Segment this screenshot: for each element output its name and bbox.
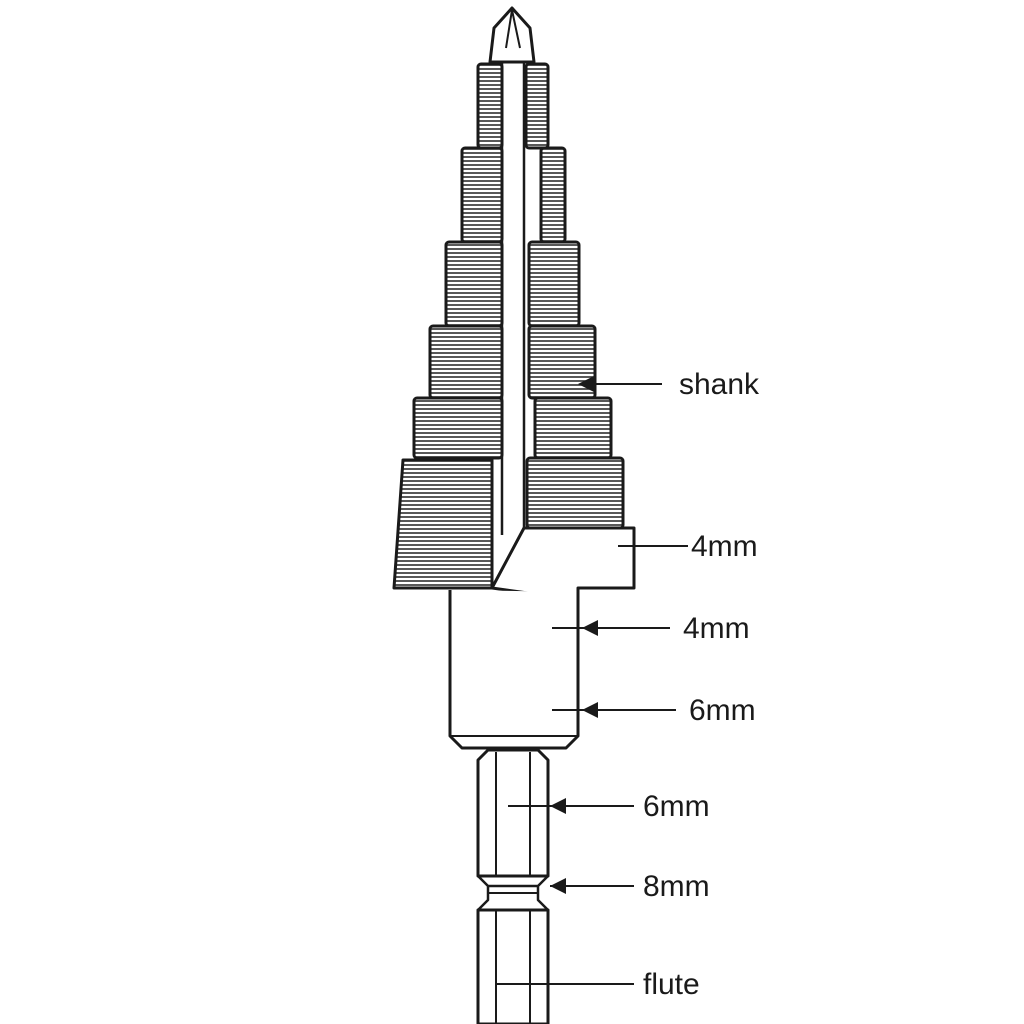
arrow-step-b bbox=[582, 620, 598, 636]
step-left-4 bbox=[428, 324, 504, 400]
arrow-step-c bbox=[582, 702, 598, 718]
callout-labels: shank 4mm 4mm 6mm 6mm 8mm flute bbox=[643, 368, 760, 1001]
drill-bit-illustration bbox=[392, 6, 636, 1024]
callouts bbox=[496, 376, 688, 985]
step-right-2 bbox=[539, 146, 567, 244]
drill-tip-edge bbox=[505, 9, 521, 49]
label-step-a: 4mm bbox=[691, 530, 758, 563]
step-left-5 bbox=[412, 396, 504, 460]
step-left-1 bbox=[476, 62, 504, 150]
hex-groove bbox=[477, 875, 549, 911]
label-step-b: 4mm bbox=[683, 612, 750, 645]
drill-shank-body bbox=[448, 590, 580, 750]
drill-body-collar bbox=[490, 526, 636, 602]
hex-shank-upper bbox=[476, 748, 550, 878]
label-flute: flute bbox=[643, 968, 700, 1001]
right-step-stack bbox=[524, 62, 625, 530]
arrow-step-e bbox=[550, 878, 566, 894]
step-left-6 bbox=[392, 458, 494, 590]
label-step-d: 6mm bbox=[643, 790, 710, 823]
arrow-shank bbox=[578, 376, 594, 392]
arrow-step-d bbox=[550, 798, 566, 814]
step-left-2 bbox=[460, 146, 504, 244]
label-shank: shank bbox=[679, 368, 760, 401]
collar-diagonal bbox=[490, 527, 526, 589]
step-right-1 bbox=[524, 62, 550, 150]
step-right-6 bbox=[525, 456, 625, 530]
step-right-3 bbox=[527, 240, 581, 328]
hex-shank-lower bbox=[476, 908, 550, 1024]
step-left-3 bbox=[444, 240, 504, 328]
left-step-stack bbox=[392, 62, 504, 590]
label-step-e: 8mm bbox=[643, 870, 710, 903]
drill-tip bbox=[488, 6, 536, 64]
step-right-5 bbox=[533, 396, 613, 460]
label-step-c: 6mm bbox=[689, 694, 756, 727]
